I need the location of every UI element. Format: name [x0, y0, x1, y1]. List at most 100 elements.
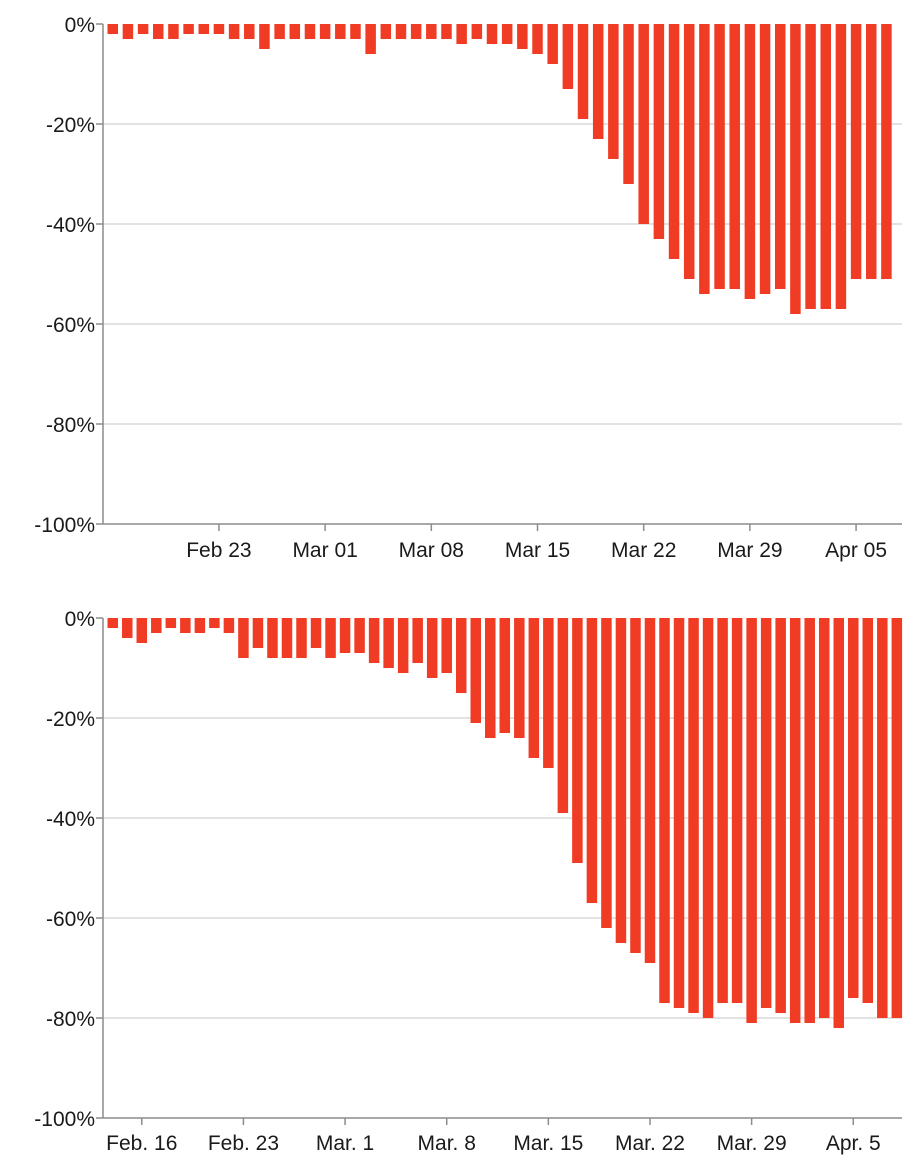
top-bar	[577, 24, 589, 119]
top-y-tick-label: 0%	[65, 14, 95, 37]
top-bar	[365, 24, 376, 54]
top-bar	[426, 24, 437, 39]
top-y-tick-label: -20%	[46, 114, 95, 137]
top-bar	[380, 24, 392, 39]
top-bar	[805, 24, 816, 309]
bottom-x-tick-label: Feb. 23	[208, 1132, 279, 1155]
top-x-tick-label: Mar 15	[505, 539, 570, 562]
top-bar	[244, 24, 255, 39]
top-x-tick-label: Apr 05	[825, 539, 887, 562]
top-bar	[122, 24, 134, 39]
bottom-bar	[368, 618, 380, 663]
bottom-bar	[717, 618, 728, 1003]
chart-bottom-svg: 0% -20% -40% -60% -80% -100% Feb. 16 Feb. 23 Mar…	[34, 608, 903, 1155]
top-bar	[107, 24, 118, 34]
top-bar	[137, 24, 149, 34]
bottom-bar	[586, 618, 598, 903]
top-bar	[441, 24, 452, 39]
bottom-bar	[455, 618, 467, 693]
bottom-bar	[746, 618, 757, 1023]
top-bar	[683, 24, 695, 279]
top-bar	[213, 24, 225, 34]
bottom-bar	[310, 618, 322, 648]
top-bar	[198, 24, 210, 34]
top-bar	[395, 24, 407, 39]
bottom-bar	[281, 618, 293, 658]
bottom-bar	[804, 618, 815, 1023]
bottom-bar	[615, 618, 627, 943]
top-bar	[183, 24, 194, 34]
bottom-bar	[499, 618, 511, 733]
bottom-bar	[673, 618, 685, 1008]
top-bar	[592, 24, 604, 139]
bottom-bar	[833, 618, 844, 1028]
bottom-bar	[557, 618, 569, 813]
bottom-bar	[848, 618, 859, 998]
bottom-bar	[601, 618, 612, 928]
top-bar	[623, 24, 634, 184]
bottom-x-tick-label: Feb. 16	[106, 1132, 177, 1155]
bottom-y-tick-label: -20%	[46, 708, 95, 731]
top-bar	[729, 24, 740, 289]
top-bar	[820, 24, 831, 309]
bottom-bar	[789, 618, 801, 1023]
top-bar	[289, 24, 301, 39]
bottom-bar	[339, 618, 351, 653]
bottom-y-tick-label: -80%	[46, 1008, 95, 1031]
bottom-bar	[426, 618, 438, 678]
bottom-y-tick-label: -60%	[46, 908, 95, 931]
top-bar	[274, 24, 285, 39]
top-bar	[471, 24, 483, 39]
bottom-bar	[688, 618, 699, 1013]
top-bar	[668, 24, 680, 259]
top-bar	[456, 24, 467, 44]
bottom-bar	[891, 618, 903, 1018]
top-bar	[881, 24, 892, 279]
bottom-bar	[122, 618, 133, 638]
bottom-bar	[644, 618, 656, 963]
bottom-bar	[412, 618, 423, 663]
top-x-tick-label: Mar 22	[611, 539, 676, 562]
chart-bottom: 0% -20% -40% -60% -80% -100% Feb. 16 Feb. 23 Mar…	[0, 596, 914, 1168]
bottom-bar	[209, 618, 220, 628]
top-bar	[517, 24, 528, 49]
chart-top: 0% -20% -40% -60% -80% -100% Feb 23 Mar 01 Mar 0…	[0, 0, 914, 580]
bottom-bar	[630, 618, 641, 953]
top-bar	[653, 24, 665, 239]
top-bar	[850, 24, 862, 279]
top-y-tick-label: -40%	[46, 214, 95, 237]
top-bar	[699, 24, 710, 294]
bottom-bar	[136, 618, 148, 643]
top-x-tick-label: Mar 01	[292, 539, 357, 562]
bottom-bar	[775, 618, 786, 1013]
top-bar	[744, 24, 756, 299]
bottom-bar	[296, 618, 307, 658]
top-bar	[335, 24, 346, 39]
top-bar	[759, 24, 771, 294]
bottom-bar	[151, 618, 162, 633]
top-bar	[714, 24, 725, 289]
top-bar	[486, 24, 498, 44]
top-y-tick-label: -60%	[46, 314, 95, 337]
bottom-y-tick-label: 0%	[65, 608, 95, 631]
bottom-bar	[223, 618, 235, 633]
bottom-bar	[267, 618, 278, 658]
top-bar	[410, 24, 422, 39]
top-bar	[532, 24, 543, 54]
top-bar	[153, 24, 164, 39]
top-bar	[790, 24, 801, 314]
bottom-bar	[543, 618, 554, 768]
top-bar	[350, 24, 361, 39]
bottom-x-tick-label: Mar. 15	[513, 1132, 583, 1155]
top-bar	[547, 24, 558, 64]
top-bar	[319, 24, 331, 39]
bottom-bar	[485, 618, 496, 738]
top-bar	[835, 24, 847, 309]
bottom-bar	[572, 618, 583, 863]
bottom-bar	[165, 618, 177, 628]
bottom-bar	[731, 618, 743, 1003]
bottom-x-tick-label: Mar. 8	[418, 1132, 476, 1155]
bottom-bar	[702, 618, 714, 1018]
bottom-bar	[252, 618, 264, 648]
bottom-bar	[325, 618, 336, 658]
